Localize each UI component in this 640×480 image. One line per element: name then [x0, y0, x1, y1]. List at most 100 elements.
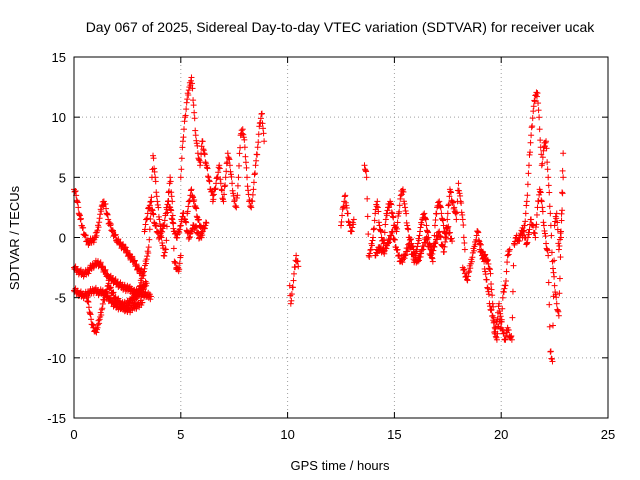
data-point [99, 263, 106, 270]
data-point [255, 139, 262, 146]
data-point [492, 328, 499, 335]
data-point [142, 226, 149, 233]
data-point [553, 300, 560, 307]
data-point [294, 258, 301, 265]
data-point [485, 291, 492, 298]
data-point [177, 222, 184, 229]
data-point [150, 211, 157, 218]
data-point [499, 294, 506, 301]
data-point [159, 225, 166, 232]
data-point [445, 202, 452, 209]
data-point [390, 214, 397, 221]
data-point [388, 201, 395, 208]
data-point [456, 187, 463, 194]
data-point [415, 257, 422, 264]
data-point [457, 192, 464, 199]
data-point [178, 155, 185, 162]
data-point [439, 217, 446, 224]
data-point [425, 229, 432, 236]
data-point [249, 191, 256, 198]
data-point [287, 300, 294, 307]
data-point [88, 316, 95, 323]
data-point [102, 266, 109, 273]
data-point [221, 191, 228, 198]
data-point [524, 192, 531, 199]
data-point [384, 207, 391, 214]
data-point [90, 239, 97, 246]
data-point [243, 164, 250, 171]
data-point [549, 358, 556, 365]
data-point [418, 221, 425, 228]
data-point [107, 285, 114, 292]
data-point [470, 247, 477, 254]
data-point [145, 250, 152, 257]
data-point [348, 227, 355, 234]
data-point [103, 205, 110, 212]
data-point [424, 236, 431, 243]
chart-title: Day 067 of 2025, Sidereal Day-to-day VTE… [86, 19, 596, 35]
data-point [104, 211, 111, 218]
data-point [101, 267, 108, 274]
data-point [192, 224, 199, 231]
x-tick-label: 20 [494, 427, 508, 442]
data-point [441, 248, 448, 255]
data-point [190, 97, 197, 104]
data-point [544, 247, 551, 254]
data-point [136, 287, 143, 294]
data-point [348, 228, 355, 235]
data-point [488, 306, 495, 313]
data-point [260, 130, 267, 137]
data-point [525, 162, 532, 169]
data-point [545, 182, 552, 189]
data-point [168, 207, 175, 214]
data-point [156, 220, 163, 227]
data-point [153, 189, 160, 196]
data-point [188, 74, 195, 81]
data-point [150, 152, 157, 159]
data-point [547, 348, 554, 355]
data-point [110, 289, 117, 296]
data-point [133, 295, 140, 302]
data-point [429, 250, 436, 257]
data-point [506, 246, 513, 253]
data-point [190, 198, 197, 205]
data-point [338, 222, 344, 229]
data-point [258, 110, 265, 117]
data-point [165, 197, 172, 204]
data-point [185, 203, 192, 210]
x-tick-label: 5 [177, 427, 184, 442]
data-point [505, 327, 512, 334]
data-point [289, 284, 296, 291]
data-point [172, 259, 179, 266]
data-point [528, 124, 535, 131]
data-point [438, 210, 445, 217]
data-point [507, 334, 514, 341]
data-point [519, 231, 526, 238]
data-point [397, 195, 404, 202]
data-point [241, 136, 248, 143]
data-point [151, 168, 158, 175]
y-tick-label: 5 [59, 170, 66, 185]
data-point [338, 218, 345, 225]
data-point [104, 211, 111, 218]
data-point [366, 250, 373, 257]
data-point [460, 234, 467, 241]
data-point [227, 171, 234, 178]
data-point [547, 210, 554, 217]
data-point [361, 162, 368, 169]
data-point [396, 252, 403, 259]
data-point [141, 265, 148, 272]
data-point [534, 90, 541, 97]
data-point [231, 198, 238, 205]
data-point [252, 162, 259, 169]
data-point [239, 126, 246, 133]
data-point [474, 228, 481, 235]
data-point [102, 200, 109, 207]
data-point [508, 336, 515, 343]
data-point [450, 205, 457, 212]
data-point [533, 221, 540, 228]
data-point [101, 296, 108, 303]
data-point [209, 192, 216, 199]
data-point [168, 193, 175, 200]
data-point [436, 198, 443, 205]
